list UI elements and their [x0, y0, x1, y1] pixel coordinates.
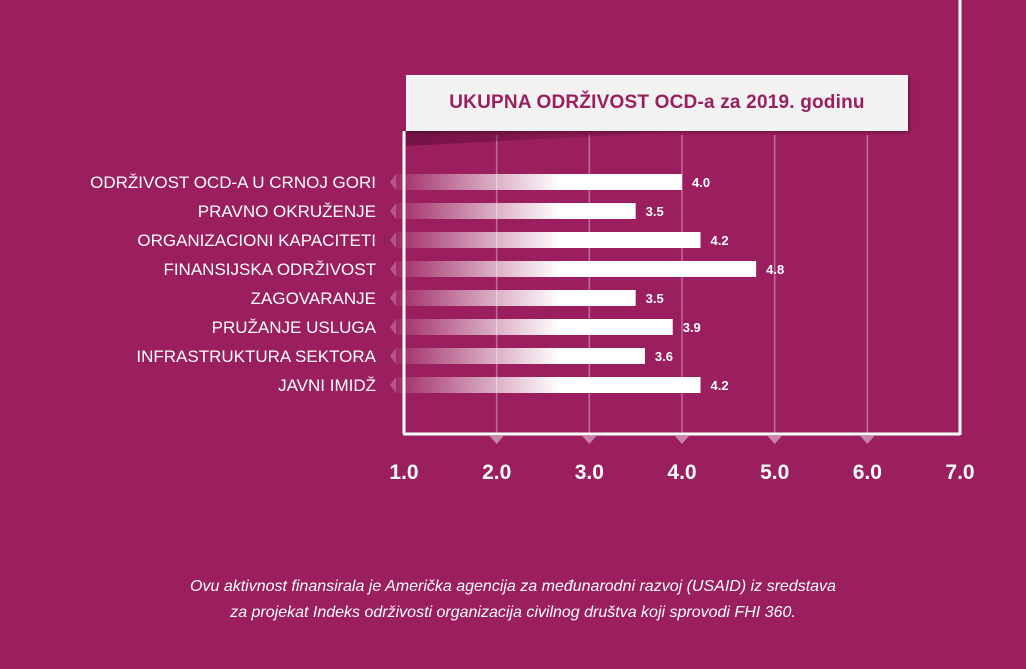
tick-marker	[675, 436, 689, 444]
category-label: PRUŽANJE USLUGA	[212, 318, 377, 337]
footer-line-1: Ovu aktivnost finansirala je Američka ag…	[190, 578, 836, 595]
bar-pointer	[390, 377, 396, 393]
category-label: ZAGOVARANJE	[251, 289, 376, 308]
x-tick-label: 2.0	[482, 461, 511, 484]
value-label: 3.9	[683, 320, 701, 335]
tick-marker	[860, 436, 875, 444]
bar	[396, 348, 645, 364]
x-tick-label: 1.0	[389, 461, 418, 484]
x-tick-label: 5.0	[760, 461, 789, 484]
category-label: ODRŽIVOST OCD-A U CRNOJ GORI	[90, 173, 376, 192]
value-label: 3.5	[646, 204, 664, 219]
chart-title: UKUPNA ODRŽIVOST OCD-a za 2019. godinu	[406, 75, 908, 131]
category-label: PRAVNO OKRUŽENJE	[198, 202, 376, 221]
x-tick-label: 4.0	[667, 461, 696, 484]
value-label: 4.2	[711, 378, 729, 393]
bar	[396, 377, 701, 393]
x-tick-label: 3.0	[575, 461, 604, 484]
bar	[396, 232, 701, 248]
tick-marker	[767, 436, 782, 444]
value-label: 3.5	[646, 291, 664, 306]
value-label: 4.2	[711, 233, 729, 248]
tick-marker	[489, 436, 504, 444]
bar	[396, 174, 682, 190]
bar-pointer	[390, 290, 396, 306]
title-shadow	[406, 131, 700, 146]
x-tick-label: 6.0	[853, 461, 882, 484]
bar-pointer	[390, 203, 396, 219]
value-label: 4.0	[692, 175, 710, 190]
value-label: 4.8	[766, 262, 784, 277]
bar	[396, 203, 636, 219]
bar-pointer	[390, 319, 396, 335]
bar-pointer	[390, 261, 396, 277]
bar-pointer	[390, 174, 396, 190]
bar	[396, 290, 636, 306]
category-label: INFRASTRUKTURA SEKTORA	[136, 347, 376, 366]
footer-note: Ovu aktivnost finansirala je Američka ag…	[0, 574, 1026, 626]
category-label: FINANSIJSKA ODRŽIVOST	[163, 260, 376, 279]
category-label: ORGANIZACIONI KAPACITETI	[137, 231, 376, 250]
category-label: JAVNI IMIDŽ	[278, 376, 376, 395]
bar-pointer	[390, 348, 396, 364]
bar	[396, 261, 757, 277]
bar-pointer	[390, 232, 396, 248]
x-tick-label: 7.0	[945, 461, 974, 484]
bar	[396, 319, 673, 335]
footer-line-2: za projekat Indeks održivosti organizaci…	[230, 604, 796, 621]
value-label: 3.6	[655, 349, 673, 364]
tick-marker	[582, 436, 597, 444]
